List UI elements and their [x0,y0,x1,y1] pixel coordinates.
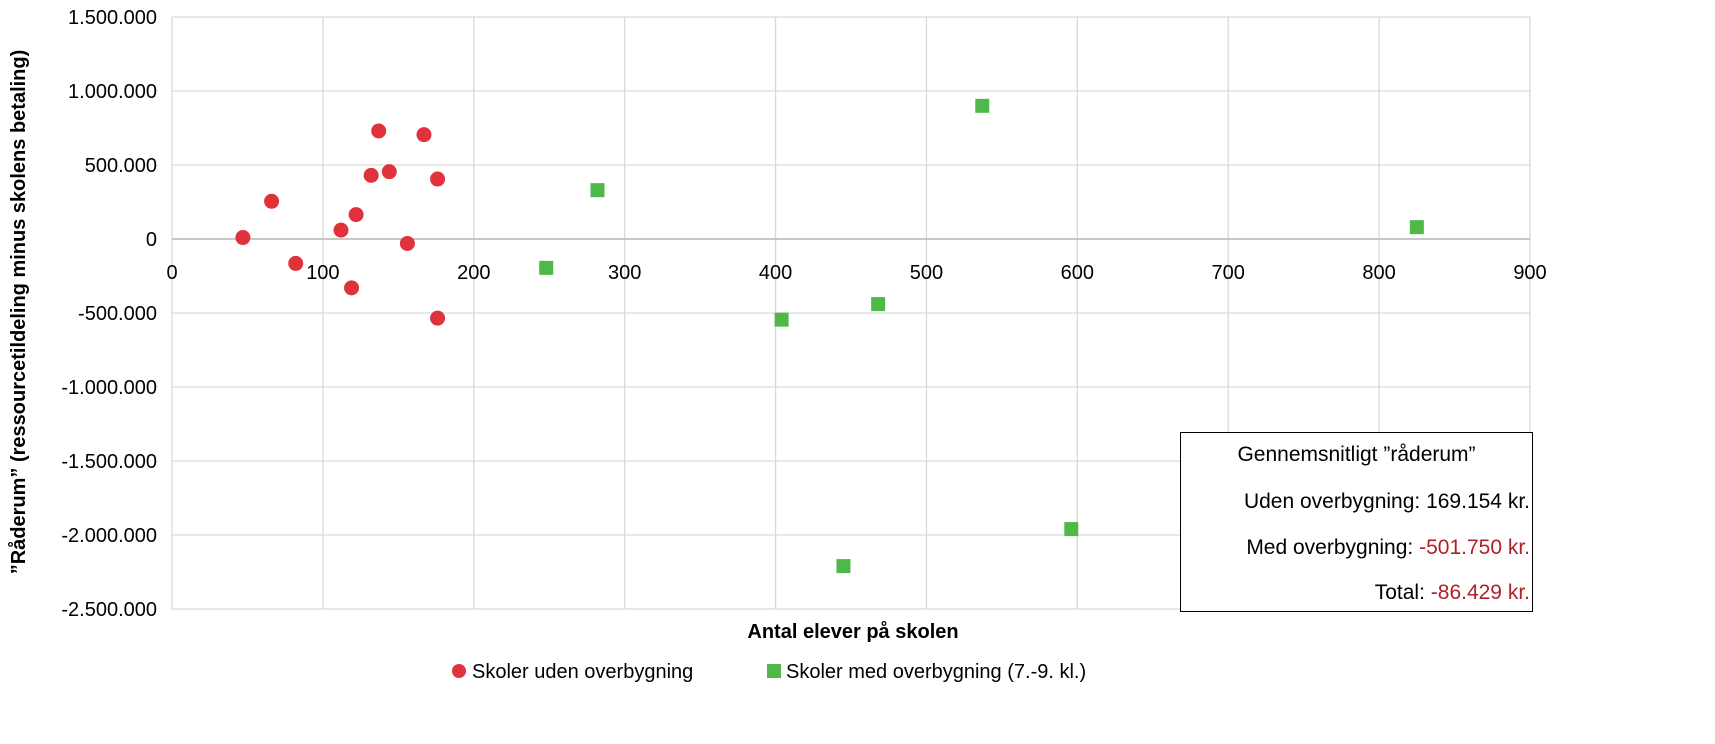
legend: Skoler uden overbygning Skoler med overb… [452,661,1086,683]
average-info-box: Gennemsnitligt ”råderum” Uden overbygnin… [1180,432,1533,612]
y-tick-labels: 1.500.000 1.000.000 500.000 0 -500.000 -1.000… [61,7,157,621]
point-med-overbygning [1409,220,1424,235]
point-uden-overbygning [333,222,349,238]
data-points [235,98,1424,574]
point-med-overbygning [590,183,605,198]
point-med-overbygning [975,98,990,113]
point-uden-overbygning [363,167,379,183]
point-uden-overbygning [399,235,415,251]
x-tick-label: 800 [1362,262,1395,284]
point-med-overbygning [836,559,851,574]
point-uden-overbygning [416,127,432,143]
point-uden-overbygning [235,230,251,246]
x-axis-title: Antal elever på skolen [747,620,958,643]
point-med-overbygning [774,312,789,327]
info-total-label: Total: [1374,581,1431,604]
info-med-label: Med overbygning: [1246,536,1420,559]
x-tick-label: 200 [457,262,490,284]
info-med-row: Med overbygning: -501.750 kr. [1246,536,1530,560]
info-med-value: -501.750 kr. [1419,536,1530,559]
x-tick-label: 600 [1061,262,1094,284]
y-tick-label: -1.000.000 [61,377,157,399]
point-med-overbygning [1064,522,1079,537]
y-tick-label: -500.000 [78,303,157,325]
legend-marker-med [767,664,781,678]
point-uden-overbygning [430,310,446,326]
gridlines [171,16,1531,610]
y-tick-label: 1.500.000 [68,7,157,29]
point-uden-overbygning [381,164,397,180]
point-uden-overbygning [288,255,304,271]
point-uden-overbygning [344,280,360,296]
info-total-value: -86.429 kr. [1430,581,1530,604]
info-box-title: Gennemsnitligt ”råderum” [1237,443,1476,466]
point-med-overbygning [871,297,886,312]
legend-label-uden: Skoler uden overbygning [472,661,693,683]
x-tick-label: 300 [608,262,641,284]
point-med-overbygning [539,260,554,275]
y-axis-title: ”Råderum” (ressourcetildeling minus skol… [7,50,30,575]
y-tick-label: -2.500.000 [61,599,157,621]
info-uden-label: Uden overbygning: [1243,490,1427,513]
x-tick-labels: 0 100 200 300 400 500 600 700 800 900 [166,262,1546,284]
x-tick-label: 700 [1212,262,1245,284]
y-tick-label: 500.000 [85,155,157,177]
point-uden-overbygning [430,171,446,187]
y-tick-label: -1.500.000 [61,451,157,473]
x-tick-label: 100 [306,262,339,284]
y-tick-label: 1.000.000 [68,81,157,103]
point-uden-overbygning [371,123,387,139]
y-tick-label: 0 [146,229,157,251]
x-tick-label: 900 [1513,262,1546,284]
x-tick-label: 400 [759,262,792,284]
legend-marker-uden [452,664,466,678]
info-total-row: Total: -86.429 kr. [1375,581,1530,605]
point-uden-overbygning [348,207,364,223]
info-uden-row: Uden overbygning: 169.154 kr. [1244,490,1530,514]
info-uden-value: 169.154 kr. [1426,490,1530,513]
legend-label-med: Skoler med overbygning (7.-9. kl.) [786,661,1086,683]
point-uden-overbygning [264,193,280,209]
x-tick-label: 500 [910,262,943,284]
y-tick-label: -2.000.000 [61,525,157,547]
x-tick-label: 0 [166,262,177,284]
